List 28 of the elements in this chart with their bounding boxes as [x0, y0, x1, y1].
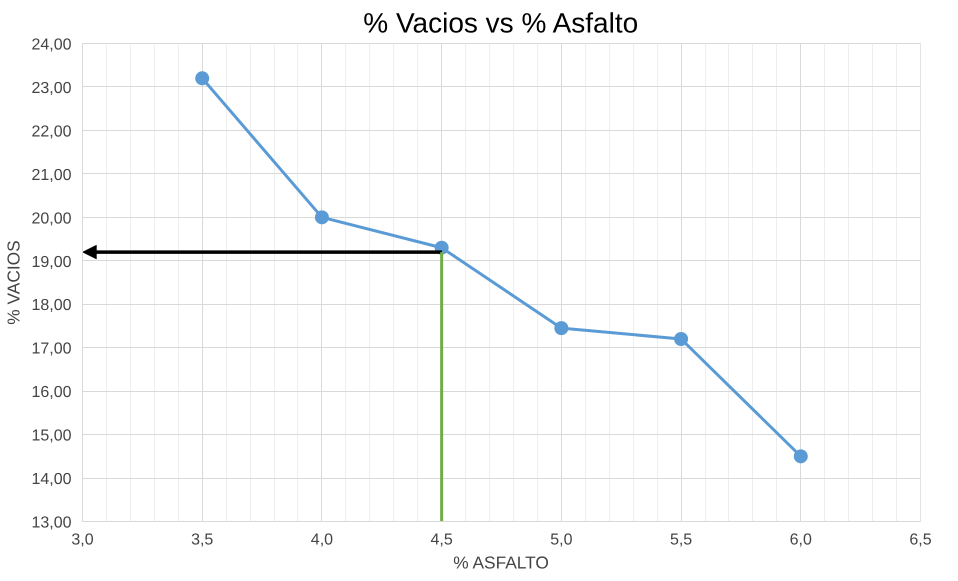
y-tick-label: 24,00 [31, 36, 72, 54]
x-axis-title: % ASFALTO [453, 552, 549, 572]
x-tick-label: 3,0 [71, 532, 94, 548]
y-tick-label: 19,00 [31, 254, 72, 271]
point [674, 332, 688, 346]
y-tick-label: 20,00 [31, 210, 72, 228]
x-tick-label: 5,0 [550, 532, 573, 548]
y-tick-label: 15,00 [31, 428, 72, 445]
y-tick-label: 17,00 [31, 340, 72, 358]
x-tick-label: 4,0 [310, 532, 334, 548]
y-tick-label: 14,00 [31, 471, 72, 488]
y-tick-label: 22,00 [31, 123, 72, 140]
x-tick-label: 4,5 [430, 532, 453, 548]
x-tick-label: 5,5 [670, 532, 692, 548]
point [554, 321, 568, 336]
y-tick-label: 16,00 [31, 384, 72, 402]
x-tick-label: 6,5 [909, 532, 932, 548]
y-tick-label: 21,00 [31, 166, 72, 184]
point [314, 210, 329, 224]
point [195, 71, 210, 86]
x-tick-label: 6,0 [790, 532, 812, 548]
y-axis-title: % VACIOS [3, 240, 24, 325]
y-tick-label: 18,00 [31, 297, 72, 314]
chart-title: % Vacios vs % Asfalto [363, 8, 638, 38]
y-tick-label: 13,00 [31, 514, 72, 532]
x-tick-label: 3,5 [191, 532, 214, 548]
y-tick-label: 23,00 [31, 80, 72, 97]
point [794, 449, 808, 464]
